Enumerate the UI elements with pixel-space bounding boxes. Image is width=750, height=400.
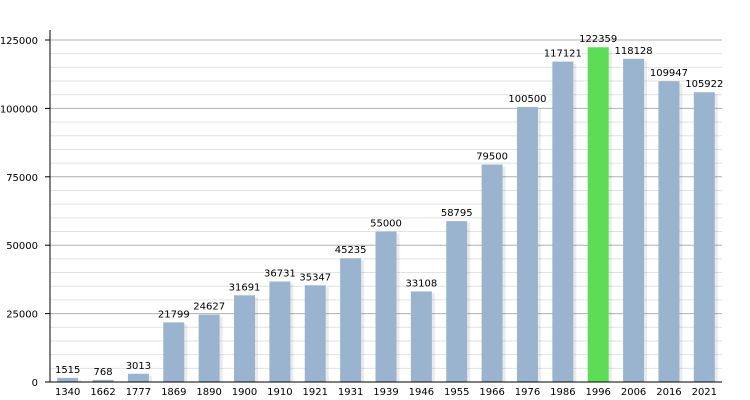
y-tick-label: 75000 bbox=[6, 173, 38, 184]
bar bbox=[92, 379, 114, 382]
bars bbox=[57, 47, 718, 383]
bar-shadow bbox=[396, 233, 400, 382]
bar bbox=[693, 92, 715, 382]
bar-shadow bbox=[537, 109, 541, 383]
x-tick-label: 1869 bbox=[161, 387, 186, 398]
bar-shadow bbox=[502, 166, 506, 382]
x-tick-label: 1921 bbox=[303, 387, 328, 398]
bar bbox=[127, 373, 149, 382]
bar-shadow bbox=[78, 379, 82, 382]
x-tick-label: 1946 bbox=[409, 387, 434, 398]
y-tick-label: 125000 bbox=[0, 36, 38, 47]
bar-shadow bbox=[325, 287, 329, 382]
bar-shadow bbox=[573, 63, 577, 382]
data-label: 122359 bbox=[579, 34, 617, 45]
y-tick-label: 25000 bbox=[6, 310, 38, 321]
x-tick-label: 1777 bbox=[126, 387, 151, 398]
data-label: 36731 bbox=[264, 269, 296, 280]
bar bbox=[234, 295, 256, 382]
bar bbox=[304, 285, 326, 382]
x-tick-label: 2021 bbox=[692, 387, 717, 398]
x-tick-label: 1662 bbox=[90, 387, 115, 398]
data-label: 1515 bbox=[55, 365, 80, 376]
bar bbox=[57, 377, 79, 382]
bar-shadow bbox=[679, 83, 683, 383]
x-tick-label: 1890 bbox=[196, 387, 221, 398]
bar bbox=[516, 107, 538, 383]
data-label: 55000 bbox=[370, 219, 402, 230]
bar bbox=[658, 81, 680, 383]
bar bbox=[375, 231, 397, 382]
bar bbox=[587, 47, 609, 383]
data-label: 100500 bbox=[508, 94, 546, 105]
x-tick-label: 1931 bbox=[338, 387, 363, 398]
labels: 0 25000 50000 75000 100000 125000 1515 1340 768 1… bbox=[0, 34, 723, 398]
bar-shadow bbox=[219, 316, 223, 382]
x-tick-label: 1986 bbox=[550, 387, 575, 398]
bar-shadow bbox=[714, 94, 718, 382]
bar-shadow bbox=[290, 283, 294, 382]
data-label: 24627 bbox=[193, 302, 225, 313]
data-label: 118128 bbox=[614, 46, 652, 57]
y-tick-label: 100000 bbox=[0, 104, 38, 115]
data-label: 117121 bbox=[544, 49, 582, 60]
bar-shadow bbox=[608, 49, 612, 383]
y-tick-label: 50000 bbox=[6, 241, 38, 252]
data-label: 79500 bbox=[476, 151, 508, 162]
data-label: 35347 bbox=[299, 272, 331, 283]
bar bbox=[623, 58, 645, 383]
x-tick-label: 1966 bbox=[479, 387, 504, 398]
x-tick-label: 1996 bbox=[585, 387, 610, 398]
gridlines bbox=[50, 39, 722, 369]
bar bbox=[198, 314, 220, 382]
bar bbox=[269, 281, 291, 382]
bar-shadow bbox=[255, 297, 259, 382]
x-tick-label: 2006 bbox=[621, 387, 646, 398]
data-label: 33108 bbox=[405, 278, 437, 289]
bar bbox=[410, 291, 432, 382]
data-label: 45235 bbox=[335, 245, 367, 256]
y-tick-label: 0 bbox=[32, 378, 38, 389]
bar bbox=[481, 164, 503, 382]
data-label: 58795 bbox=[441, 208, 473, 219]
x-tick-label: 1900 bbox=[232, 387, 257, 398]
x-tick-label: 1976 bbox=[515, 387, 540, 398]
data-label: 109947 bbox=[650, 68, 688, 79]
x-tick-label: 1910 bbox=[267, 387, 292, 398]
bar bbox=[163, 322, 185, 382]
data-label: 21799 bbox=[158, 309, 190, 320]
data-label: 105922 bbox=[685, 79, 723, 90]
data-label: 768 bbox=[94, 367, 113, 378]
x-tick-label: 1340 bbox=[55, 387, 80, 398]
bar bbox=[340, 258, 362, 382]
data-label: 31691 bbox=[229, 282, 261, 293]
x-tick-label: 1955 bbox=[444, 387, 469, 398]
data-label: 3013 bbox=[126, 361, 151, 372]
bar bbox=[446, 221, 468, 382]
x-tick-label: 1939 bbox=[373, 387, 398, 398]
bar-shadow bbox=[431, 293, 435, 382]
bar-shadow bbox=[184, 324, 188, 382]
bar bbox=[552, 61, 574, 382]
bar-shadow bbox=[148, 375, 152, 382]
x-tick-label: 2016 bbox=[656, 387, 681, 398]
bar-shadow bbox=[467, 223, 471, 382]
bar-shadow bbox=[644, 60, 648, 383]
axes bbox=[45, 30, 722, 383]
bar-shadow bbox=[361, 260, 365, 382]
